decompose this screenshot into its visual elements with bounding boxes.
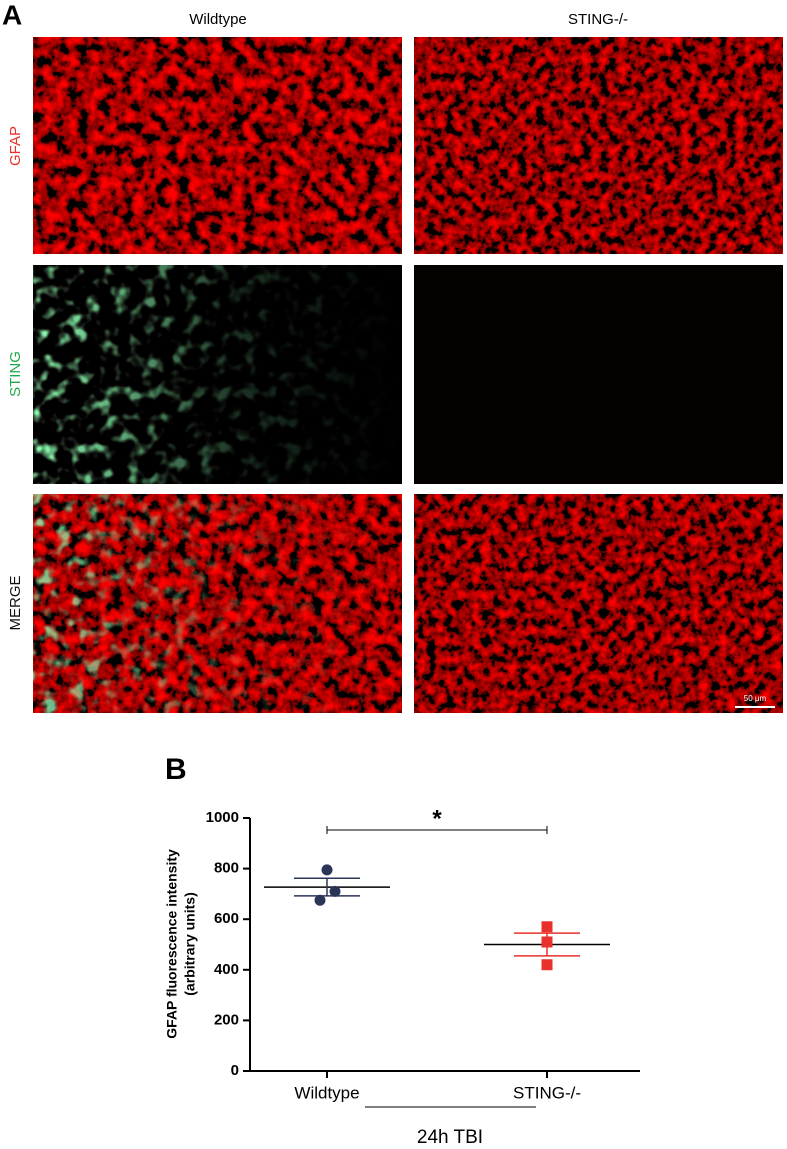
significance-label: * [432, 805, 442, 832]
scale-bar-label: 50 μm [744, 694, 767, 703]
row-label: MERGE [7, 575, 24, 630]
y-axis-label: (arbitrary units) [182, 892, 198, 995]
micrographs: 50 μm [33, 37, 783, 713]
micrograph [33, 37, 402, 254]
point [329, 885, 341, 897]
micrograph [33, 265, 402, 484]
y-tick-label: 200 [214, 1011, 239, 1028]
point [321, 864, 333, 876]
x-tick-label: STING-/- [513, 1083, 581, 1102]
y-axis-label: GFAP fluorescence intensity [164, 849, 180, 1039]
micrograph [414, 265, 783, 484]
panel-label: A [2, 0, 22, 30]
y-tick-label: 400 [214, 961, 239, 978]
row-label: GFAP [7, 126, 24, 166]
row-label: STING [7, 351, 24, 397]
point [541, 921, 553, 933]
y-tick-label: 800 [214, 860, 239, 877]
point [541, 936, 553, 948]
column-header: STING-/- [568, 11, 628, 28]
micrograph [414, 494, 783, 713]
micrograph-overlay [33, 494, 402, 713]
point [314, 894, 326, 906]
x-tick-label: Wildtype [294, 1083, 359, 1102]
point [541, 959, 553, 971]
panel-label: B [165, 753, 187, 786]
group-label: 24h TBI [417, 1127, 483, 1148]
y-tick-label: 0 [231, 1062, 239, 1079]
chart: B GFAP fluorescence intensity (arbitrary… [164, 753, 640, 1148]
micrograph [414, 37, 783, 254]
y-tick-label: 1000 [206, 809, 239, 826]
y-tick-label: 600 [214, 910, 239, 927]
column-header: Wildtype [189, 11, 247, 28]
